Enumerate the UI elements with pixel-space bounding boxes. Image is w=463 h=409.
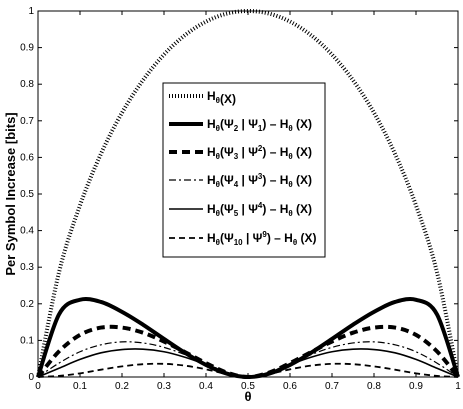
legend-part: 3 [258, 172, 263, 181]
x-tick-label: 0.8 [367, 381, 381, 392]
legend-part: 9 [262, 230, 267, 239]
legend-part: θ [293, 238, 297, 247]
y-tick-label: 0.6 [20, 152, 34, 163]
legend-part: θ [216, 96, 220, 105]
legend-part: | Ψ [238, 117, 258, 131]
legend-part: 5 [234, 209, 239, 218]
x-tick-label: 0.1 [73, 381, 87, 392]
legend-part: | Ψ [238, 145, 258, 159]
legend-part: θ [288, 124, 292, 133]
legend-part: θ [216, 209, 220, 218]
legend-part: | Ψ [243, 231, 263, 245]
legend-part: ) – H [262, 145, 288, 159]
legend-part: (X) [293, 145, 312, 159]
x-axis-ticks: 0 0.1 0.2 0.3 0.4 0.5 0.6 0.7 0.8 0.9 1 [35, 11, 461, 392]
legend-part: (Ψ [220, 145, 234, 159]
legend-part: H [207, 202, 216, 216]
legend-part: θ [216, 238, 220, 247]
legend-part: (Ψ [220, 231, 234, 245]
legend-part: 4 [258, 201, 263, 210]
legend-part: H [207, 89, 216, 103]
x-tick-label: 0.4 [199, 381, 213, 392]
x-tick-label: 0.2 [115, 381, 129, 392]
y-tick-label: 0.3 [20, 262, 34, 273]
y-tick-label: 0.2 [20, 299, 34, 310]
legend-label-5: Hθ(Ψ5 | Ψ4) – Hθ (X) [207, 201, 312, 218]
legend-part: (Ψ [220, 202, 234, 216]
legend-part: (X) [293, 173, 312, 187]
legend-part: (X) [293, 202, 312, 216]
legend-part: 3 [234, 152, 239, 161]
legend-part: (X) [293, 117, 312, 131]
legend-label-1: Hθ(X) [207, 89, 236, 106]
x-axis-title: θ [244, 389, 251, 404]
legend-label-4: Hθ(Ψ4 | Ψ3) – Hθ (X) [207, 172, 312, 189]
y-tick-label: 0.5 [20, 189, 34, 200]
legend-part: θ [288, 152, 292, 161]
legend-part: θ [216, 180, 220, 189]
y-tick-label: 0.8 [20, 79, 34, 90]
series-line-4 [37, 341, 459, 378]
x-tick-label: 1 [455, 381, 461, 392]
y-tick-label: 0.7 [20, 116, 34, 127]
legend-part: (X) [297, 231, 316, 245]
legend-part: | Ψ [238, 202, 258, 216]
legend-part: | Ψ [238, 173, 258, 187]
legend-label-3: Hθ(Ψ3 | Ψ2) – Hθ (X) [207, 144, 312, 161]
y-tick-label: 1 [28, 6, 34, 17]
legend-label-6: Hθ(Ψ10 | Ψ9) – Hθ (X) [207, 230, 317, 247]
x-tick-label: 0.5 [241, 381, 255, 392]
legend-part: 10 [234, 238, 243, 247]
x-tick-label: 0.9 [409, 381, 423, 392]
legend-label-2: Hθ(Ψ2 | Ψ1) – Hθ (X) [207, 117, 312, 133]
legend-part: θ [216, 152, 220, 161]
legend-part: H [207, 145, 216, 159]
x-tick-label: 0.3 [157, 381, 171, 392]
legend-part: 4 [234, 180, 239, 189]
legend-part: θ [288, 180, 292, 189]
y-tick-label: 0.1 [20, 335, 34, 346]
legend-part: ) – H [267, 231, 293, 245]
y-tick-label: 0 [28, 372, 34, 383]
series-line-1 [36, 8, 460, 378]
legend-part: θ [288, 209, 292, 218]
x-tick-label: 0.7 [325, 381, 339, 392]
x-tick-label: 0.6 [283, 381, 297, 392]
legend-part: ) – H [262, 202, 288, 216]
legend-part: ) – H [262, 117, 288, 131]
legend-part: 2 [258, 144, 263, 153]
x-tick-label: 0 [35, 381, 41, 392]
y-tick-label: 0.9 [20, 43, 34, 54]
legend: Hθ(X)Hθ(Ψ2 | Ψ1) – Hθ (X)Hθ(Ψ3 | Ψ2) – H… [162, 82, 326, 258]
y-axis-ticks: 0 0.1 0.2 0.3 0.4 0.5 0.6 0.7 0.8 0.9 1 [20, 6, 458, 383]
legend-part: H [207, 231, 216, 245]
legend-box [162, 82, 326, 258]
legend-part: ) – H [262, 173, 288, 187]
legend-part: H [207, 173, 216, 187]
y-axis-title: Per Symbol Increase [bits] [3, 112, 18, 275]
legend-part: 2 [234, 124, 239, 133]
legend-part: (Ψ [220, 173, 234, 187]
legend-part: (Ψ [220, 117, 234, 131]
legend-part: θ [216, 124, 220, 133]
legend-part: 1 [258, 124, 263, 133]
y-tick-label: 0.4 [20, 226, 34, 237]
legend-part: H [207, 117, 216, 131]
legend-part: (X) [220, 92, 236, 106]
